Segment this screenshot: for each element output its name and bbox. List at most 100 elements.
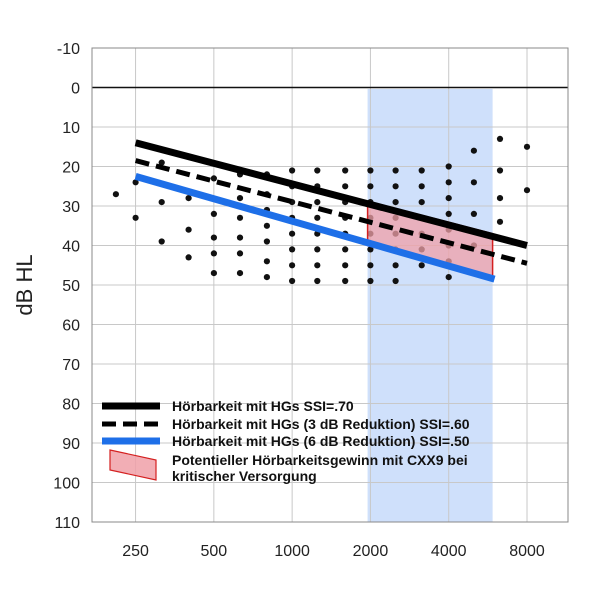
speech-dot: [367, 262, 374, 269]
speech-dot: [236, 234, 244, 241]
y-tick-label: 50: [62, 278, 80, 295]
speech-dot: [210, 234, 217, 241]
speech-dot: [289, 262, 296, 269]
speech-dot: [236, 195, 244, 202]
speech-dot: [289, 167, 296, 174]
speech-dot: [342, 277, 349, 285]
speech-dot: [263, 274, 270, 281]
speech-dot: [445, 274, 452, 281]
speech-dot: [289, 277, 296, 285]
legend: Hörbarkeit mit HGs SSI=.70 Hörbarkeit mit…: [102, 398, 470, 484]
line-ssi-70: [134, 139, 528, 249]
highlight-band: [367, 89, 493, 522]
speech-dot: [210, 175, 217, 182]
y-tick-label: 20: [62, 160, 80, 177]
speech-dot: [236, 270, 244, 277]
frequency-band-layer: [367, 89, 493, 522]
speech-dot: [210, 250, 217, 257]
speech-dot: [236, 250, 244, 257]
legend-label: Hörbarkeit mit HGs (3 dB Reduktion) SSI=…: [172, 416, 470, 432]
speech-dot: [314, 214, 321, 221]
speech-dot: [158, 159, 165, 166]
speech-dot: [263, 238, 270, 245]
speech-dot: [289, 246, 296, 253]
line-ssi-60-dashed: [134, 158, 528, 266]
y-tick-label: -10: [57, 41, 80, 58]
speech-dot: [314, 199, 321, 206]
speech-dot: [418, 262, 425, 269]
legend-swatch-red-region: [109, 449, 157, 481]
speech-dot: [392, 262, 399, 269]
y-tick-label: 40: [62, 239, 80, 256]
speech-dot: [314, 262, 321, 269]
y-tick-labels: -10 0 10 20 30 40 50 60 70 80 90 100 110: [53, 41, 80, 532]
y-axis-label: dB HL: [12, 254, 37, 315]
speech-dot: [496, 135, 504, 142]
y-tick-label: 10: [62, 120, 80, 137]
speech-dot: [342, 262, 349, 269]
speech-dot: [314, 246, 321, 253]
y-tick-label: 70: [62, 357, 80, 374]
speech-dot: [210, 210, 217, 217]
speech-dot: [236, 214, 244, 221]
legend-label: kritischer Versorgung: [172, 468, 317, 484]
y-tick-label: 30: [62, 199, 80, 216]
y-tick-label: 110: [54, 515, 80, 532]
speech-dot: [289, 230, 296, 237]
x-tick-label: 2000: [353, 543, 389, 560]
y-tick-label: 100: [53, 476, 80, 493]
speech-dot: [445, 195, 452, 202]
y-tick-label: 60: [62, 318, 80, 335]
speech-dot: [342, 183, 349, 190]
speech-dot: [263, 222, 270, 229]
speech-dot: [367, 246, 374, 253]
grid-layer: [92, 47, 568, 523]
speech-dot: [445, 179, 452, 186]
legend-label: Hörbarkeit mit HGs SSI=.70: [172, 398, 354, 414]
speech-dot: [392, 277, 399, 285]
speech-dot: [158, 238, 165, 245]
speech-dot: [367, 277, 374, 285]
speech-dot: [418, 167, 425, 174]
speech-dot: [523, 187, 531, 194]
speech-dot: [392, 167, 399, 174]
speech-dot: [342, 167, 349, 174]
speech-dot: [418, 183, 425, 190]
legend-label: Potentieller Hörbarkeitsgewinn mit CXX9 …: [172, 452, 468, 468]
speech-dot: [185, 254, 192, 261]
y-tick-label: 0: [71, 81, 80, 98]
line-ssi-50-blue: [134, 173, 496, 283]
speech-dot: [314, 167, 321, 174]
speech-dot: [470, 147, 477, 154]
speech-dot: [523, 143, 531, 150]
speech-dot: [392, 199, 399, 206]
speech-dot: [470, 210, 477, 217]
speech-dot: [342, 246, 349, 253]
x-tick-labels: 250 500 1000 2000 4000 8000: [122, 543, 545, 560]
speech-dot: [112, 191, 119, 198]
speech-dot: [496, 167, 504, 174]
x-tick-label: 1000: [274, 543, 310, 560]
speech-dot: [367, 167, 374, 174]
speech-dot: [314, 277, 321, 285]
x-tick-label: 4000: [431, 543, 467, 560]
x-tick-label: 500: [200, 543, 227, 560]
speech-dot: [445, 210, 452, 217]
speech-dot: [367, 183, 374, 190]
speech-dot: [132, 214, 139, 221]
speech-dot: [132, 179, 139, 186]
speech-dot: [418, 199, 425, 206]
speech-dot: [185, 195, 192, 202]
speech-dot: [496, 195, 504, 202]
y-tick-label: 80: [62, 397, 80, 414]
speech-dot: [445, 163, 452, 170]
y-tick-label: 90: [62, 436, 80, 453]
speech-dot: [263, 258, 270, 265]
series-lines-layer: [134, 139, 528, 283]
legend-label: Hörbarkeit mit HGs (6 dB Reduktion) SSI=…: [172, 433, 470, 449]
speech-dot: [185, 226, 192, 233]
speech-dot: [392, 183, 399, 190]
speech-dot: [470, 179, 477, 186]
plot-frame: [91, 47, 569, 523]
